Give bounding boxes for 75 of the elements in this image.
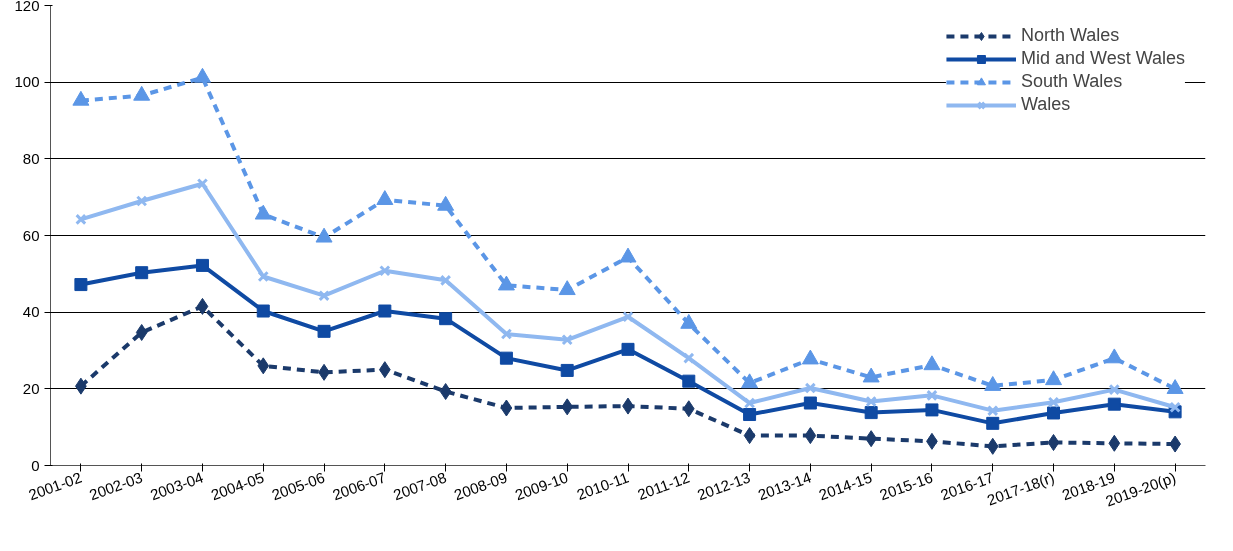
point — [682, 374, 696, 388]
point — [437, 195, 455, 211]
legend-label: North Wales — [1020, 25, 1120, 46]
point — [561, 334, 573, 346]
point — [804, 427, 817, 445]
point — [743, 397, 756, 409]
point — [801, 349, 819, 365]
legend-label: South Wales — [1020, 71, 1123, 92]
point — [1045, 370, 1063, 386]
point — [925, 403, 939, 417]
point — [317, 324, 331, 338]
point — [803, 396, 817, 410]
point — [1047, 434, 1060, 451]
point — [379, 265, 391, 277]
point — [256, 304, 270, 318]
point — [318, 289, 330, 302]
point — [195, 258, 209, 272]
point — [72, 90, 90, 106]
point — [74, 278, 88, 292]
point — [864, 406, 878, 420]
point — [135, 195, 148, 207]
y-tick-label: 80 — [22, 149, 40, 167]
point — [500, 328, 513, 340]
y-tick-label: 100 — [14, 73, 40, 91]
point — [1105, 348, 1123, 364]
point — [376, 190, 394, 205]
point — [1169, 401, 1181, 413]
point — [193, 67, 211, 83]
y-tick-label: 40 — [22, 303, 40, 321]
point — [621, 342, 635, 356]
y-tick-label: 20 — [22, 379, 40, 397]
point — [196, 178, 209, 190]
point — [743, 427, 756, 445]
point — [741, 373, 759, 389]
point — [926, 389, 938, 402]
point — [315, 227, 333, 243]
point — [560, 363, 574, 377]
point — [257, 357, 270, 375]
y-tick-label: 0 — [31, 456, 40, 474]
point — [986, 437, 999, 455]
point — [682, 400, 695, 418]
y-tick-label: 120 — [14, 0, 40, 14]
point — [743, 408, 757, 422]
point — [439, 274, 452, 287]
point — [439, 383, 452, 401]
y-tick-label: 60 — [22, 226, 40, 244]
point — [1108, 434, 1121, 452]
point — [135, 323, 148, 341]
point — [378, 304, 392, 318]
legend-label: Mid and West Wales — [1020, 48, 1185, 69]
point — [1107, 397, 1121, 411]
point — [558, 280, 576, 296]
point — [1047, 396, 1060, 408]
point — [986, 416, 1000, 430]
point — [257, 270, 270, 283]
point — [497, 275, 515, 291]
point — [439, 312, 453, 326]
point — [254, 204, 272, 220]
point — [133, 85, 151, 101]
point — [804, 382, 817, 394]
point — [683, 352, 695, 364]
legend-label: Wales — [1020, 94, 1071, 115]
point — [619, 247, 637, 263]
point — [1047, 406, 1061, 420]
point — [1108, 383, 1121, 396]
point — [499, 351, 513, 365]
point — [622, 311, 634, 323]
point — [135, 266, 149, 280]
point — [986, 404, 999, 417]
point — [561, 398, 574, 416]
point — [75, 213, 87, 226]
point — [196, 297, 209, 315]
point — [923, 355, 941, 371]
point — [500, 399, 513, 417]
point — [865, 395, 877, 408]
